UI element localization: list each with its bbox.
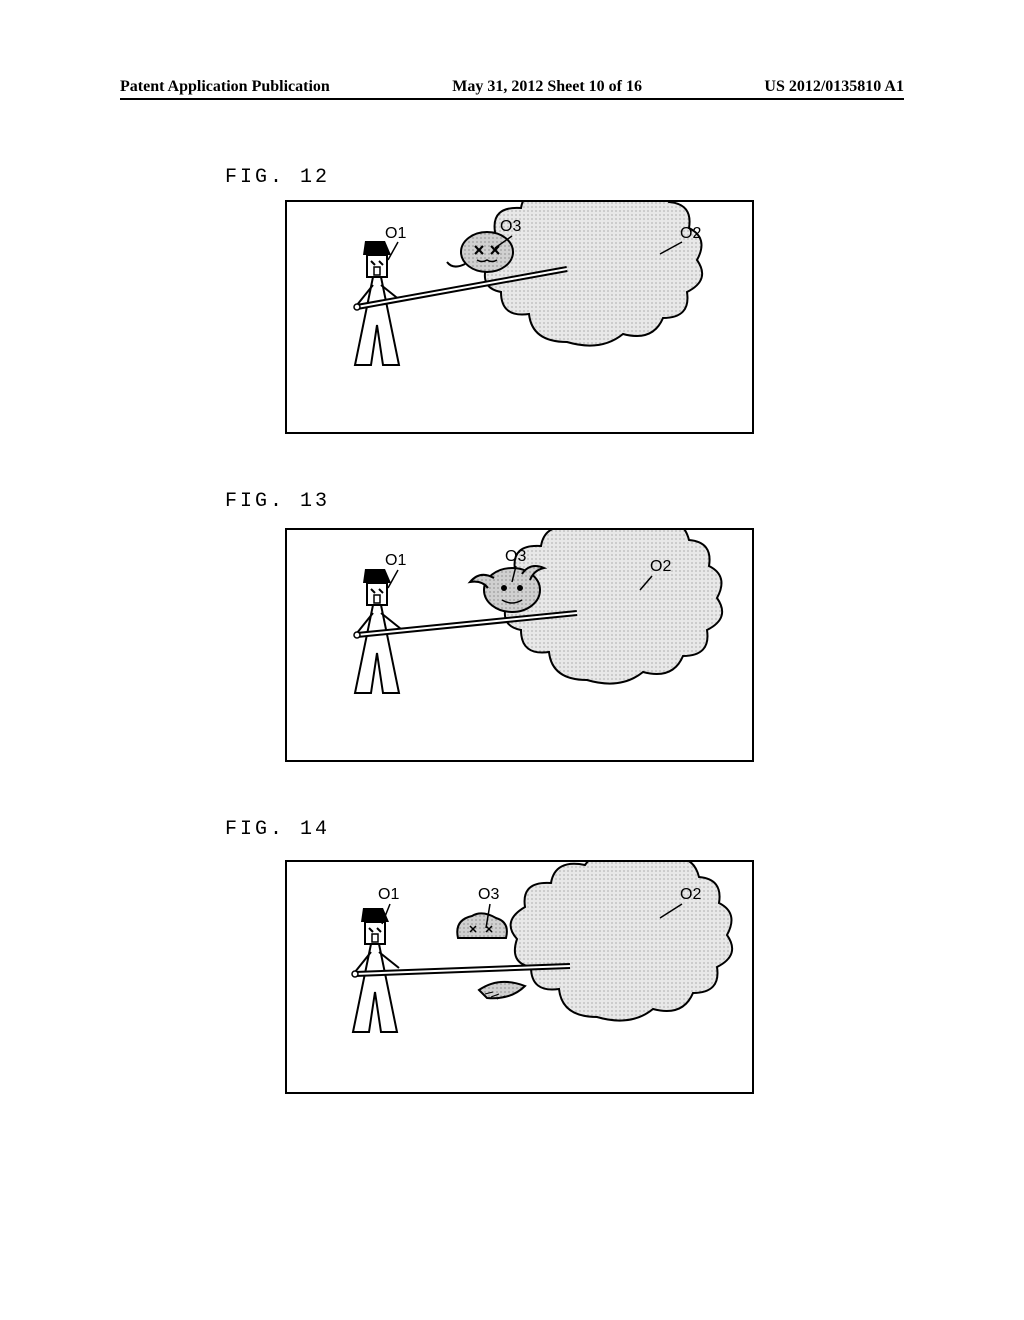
creature-o3 — [447, 232, 513, 272]
label-o2-fig12: O2 — [680, 225, 701, 243]
label-o1-fig14: O1 — [378, 886, 399, 904]
figure-label-12: FIG. 12 — [225, 166, 330, 189]
label-o3-fig14: O3 — [478, 886, 499, 904]
header-center: May 31, 2012 Sheet 10 of 16 — [452, 78, 642, 96]
page-header: Patent Application Publication May 31, 2… — [120, 78, 904, 96]
creature-o3-tail — [479, 982, 525, 999]
page: Patent Application Publication May 31, 2… — [0, 0, 1024, 1320]
label-o1-fig13: O1 — [385, 552, 406, 570]
creature-o3 — [470, 566, 544, 612]
header-right: US 2012/0135810 A1 — [764, 78, 904, 96]
figure-label-13: FIG. 13 — [225, 490, 330, 513]
header-rule — [120, 98, 904, 100]
label-o2-fig14: O2 — [680, 886, 701, 904]
label-o3-fig13: O3 — [505, 548, 526, 566]
label-o2-fig13: O2 — [650, 558, 671, 576]
creature-o3-head — [457, 913, 507, 938]
cloud-o2 — [501, 530, 723, 684]
label-o3-fig12: O3 — [500, 218, 521, 236]
label-o1-fig12: O1 — [385, 225, 406, 243]
figure-label-14: FIG. 14 — [225, 818, 330, 841]
header-left: Patent Application Publication — [120, 78, 330, 96]
